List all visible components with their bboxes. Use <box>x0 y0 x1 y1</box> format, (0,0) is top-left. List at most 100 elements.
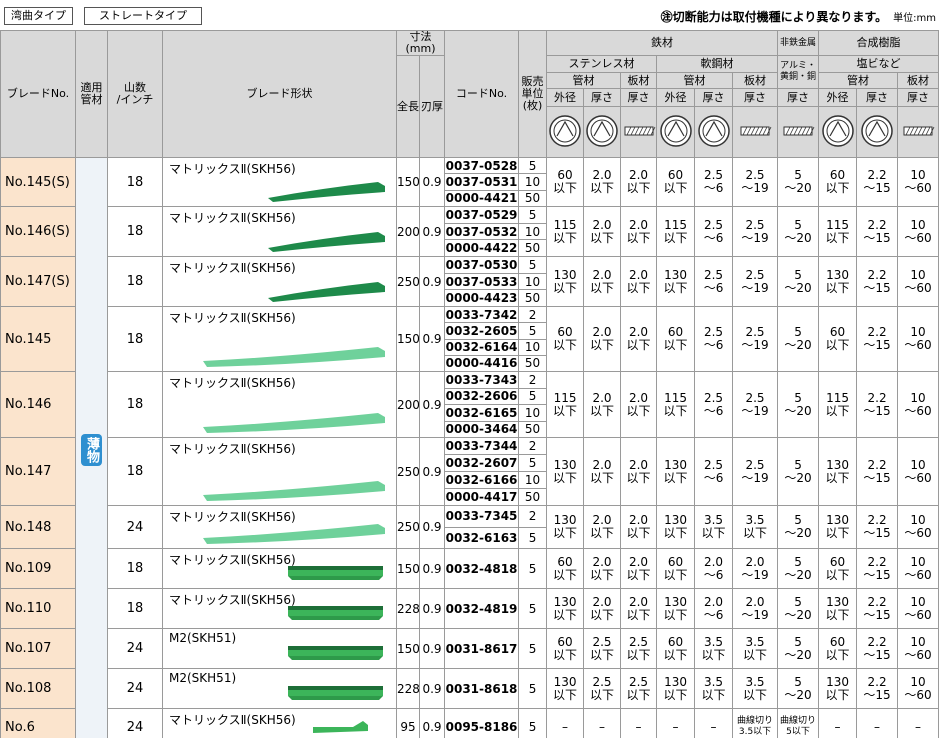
header-cell: 寸法(mm) <box>395 30 446 56</box>
capacity: 5 ～20 <box>777 256 820 307</box>
code: 0032-6166 <box>445 471 518 487</box>
shape-name: マトリックスⅡ(SKH56) <box>169 593 296 607</box>
capacity: – <box>620 708 658 738</box>
capacity-line: 130 <box>553 457 577 472</box>
capacity-line: ～20 <box>784 567 812 582</box>
qty: 5 <box>528 158 537 173</box>
icon-cell <box>546 106 585 158</box>
capacity: 2.2 ～15 <box>856 256 899 307</box>
capacity: 60 以下 <box>818 306 858 372</box>
capacity: 2.0 以下 <box>583 588 622 629</box>
capacity-line: 以下 <box>701 526 726 540</box>
capacity: 10 ～60 <box>897 628 940 669</box>
capacity-line: ～20 <box>784 470 812 485</box>
qty: 5 <box>528 561 537 576</box>
capacity: 3.5 以下 <box>732 668 779 709</box>
capacity-line: 5 <box>794 390 802 405</box>
capacity: 2.0 以下 <box>620 505 658 549</box>
capacity-line: 以下 <box>663 181 688 195</box>
capacity-line: 10 <box>910 390 926 405</box>
capacity-line: 以下 <box>590 567 615 582</box>
header-cell: 厚さ <box>856 88 899 107</box>
capacity: 130 以下 <box>656 437 696 506</box>
length: 150 <box>396 628 420 669</box>
capacity-line: 2.2 <box>867 217 887 232</box>
capacity-line: 2.5 <box>592 674 612 689</box>
code-stack: 0032-4819 <box>446 590 518 628</box>
table-row: No.145 18 マトリックスⅡ(SKH56) 150 0.9 0033-7342 003… <box>0 306 940 372</box>
capacity: 10 ～60 <box>897 256 940 307</box>
blade-image <box>288 606 383 620</box>
teeth: 18 <box>107 256 163 307</box>
header-cell: 塩ビなど <box>818 55 940 73</box>
capacity: 2.2 ～15 <box>856 306 899 372</box>
qty-stack: 2 5 10 50 <box>519 439 546 505</box>
shape-cell: マトリックスⅡ(SKH56) <box>162 588 397 629</box>
capacity-line: 以下 <box>590 526 615 540</box>
material-icon <box>586 114 618 147</box>
capacity-line: ～15 <box>863 526 891 540</box>
capacity: 10 ～60 <box>897 371 940 438</box>
header-cell: 管材 <box>546 72 622 89</box>
capacity-line: 2.0 <box>628 267 649 282</box>
capacity: 5 ～20 <box>777 206 820 257</box>
capacity-line: 以下 <box>553 338 578 352</box>
capacity: 5 ～20 <box>777 157 820 207</box>
capacity-line: 以下 <box>590 338 615 352</box>
header-cell: 外径 <box>818 88 858 107</box>
capacity: 10 ～60 <box>897 306 940 372</box>
table-row: No.147(S) 18 マトリックスⅡ(SKH56) 250 0.9 0037-0530… <box>0 256 940 307</box>
capacity: 2.2 ～15 <box>856 437 899 506</box>
capacity-line: 2.2 <box>867 325 887 339</box>
header-cell: 板材 <box>620 72 658 89</box>
qty: 50 <box>519 354 546 371</box>
capacity: 130 以下 <box>818 668 858 709</box>
tab[interactable]: ストレートタイプ <box>84 7 202 25</box>
table-row: No.147 18 マトリックスⅡ(SKH56) 250 0.9 0033-7344 003… <box>0 437 940 506</box>
header-cell: 山数 /インチ <box>107 30 163 158</box>
note-text: ㊟切断能力は取付機種により異なります。 <box>660 10 888 24</box>
capacity-line: 曲線切り <box>780 716 817 726</box>
header-cell: 厚さ <box>732 88 779 107</box>
blade-no: No.148 <box>0 505 76 549</box>
capacity: 3.5 以下 <box>694 628 734 669</box>
capacity: 2.0 ～6 <box>694 548 734 589</box>
capacity-line: ～20 <box>784 647 812 662</box>
capacity-line: 以下 <box>825 647 850 662</box>
capacity-line: 以下 <box>626 230 651 245</box>
capacity-line: 130 <box>826 513 849 527</box>
length: 250 <box>396 505 420 549</box>
capacity: 115 以下 <box>818 371 858 438</box>
thickness: 0.9 <box>418 505 446 549</box>
length: 95 <box>396 708 420 738</box>
icon-cell <box>777 106 820 158</box>
code: 0037-0533 <box>445 272 518 289</box>
capacity-line: 10 <box>910 674 926 689</box>
header-cell: 厚さ <box>694 88 734 107</box>
capacity-line: 130 <box>664 267 687 282</box>
capacity-line: ～20 <box>784 526 812 540</box>
length: 250 <box>396 437 420 506</box>
tab[interactable]: 湾曲タイプ <box>4 7 73 25</box>
capacity-line: ～20 <box>784 230 812 245</box>
capacity-line: ～15 <box>863 230 891 245</box>
header-cell: 適用 管材 <box>75 30 108 158</box>
code-stack: 0033-7342 0032-2605 0032-6164 0000-4416 <box>445 308 518 371</box>
teeth: 18 <box>107 157 163 207</box>
qty: 2 <box>528 372 537 387</box>
qty-cell: 5 <box>518 548 548 589</box>
teeth: 24 <box>107 708 163 738</box>
code-cell: 0031-8617 <box>444 628 520 669</box>
header-cell: 板材 <box>732 72 779 89</box>
header-cell: ステンレス材 <box>546 55 658 73</box>
capacity-line: 2.0 <box>592 513 612 527</box>
qty: 10 <box>519 471 546 488</box>
capacity-line: 2.0 <box>745 554 765 569</box>
blade-image <box>268 182 385 202</box>
code-cell: 0037-0529 0037-0532 0000-4422 <box>444 206 520 257</box>
code-cell: 0095-8186 <box>444 708 520 738</box>
capacity: 130 以下 <box>546 505 585 549</box>
thickness: 0.9 <box>418 548 446 589</box>
teeth: 18 <box>107 588 163 629</box>
